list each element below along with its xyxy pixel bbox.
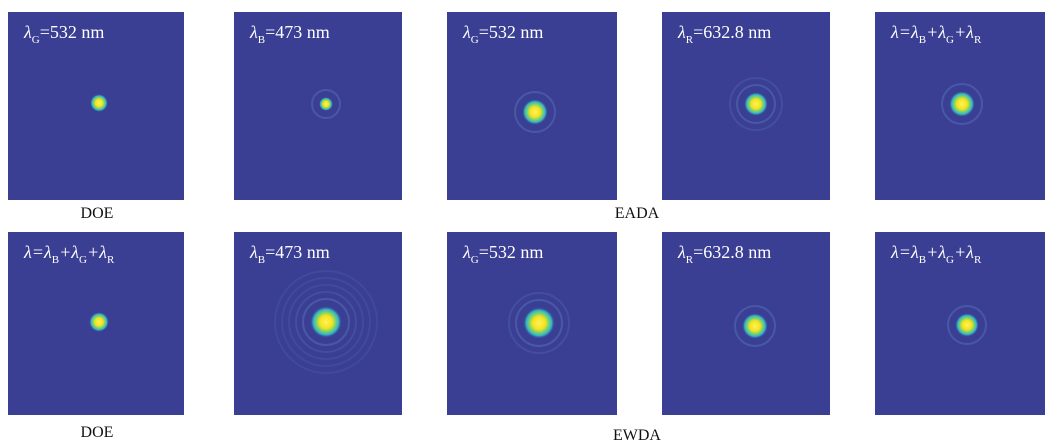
label-part: λ	[249, 242, 258, 262]
focal-spot	[90, 94, 108, 112]
focal-spot	[89, 312, 109, 332]
label-part: =532 nm	[479, 242, 544, 262]
caption: EWDA	[613, 427, 661, 443]
focal-spot	[742, 313, 768, 339]
label-part: R	[974, 34, 982, 46]
label-part: λ	[677, 242, 686, 262]
label-part: =532 nm	[479, 22, 544, 42]
figure: DOE EADA DOE EWDA λG=532 nmλB=473 nmλG=5…	[0, 0, 1052, 443]
label-part: λ	[23, 22, 32, 42]
label-part: B	[258, 34, 265, 46]
label-part: G	[471, 254, 479, 266]
panel: λR=632.8 nm	[662, 232, 830, 415]
panel: λG=532 nm	[8, 12, 184, 200]
panel: λB=473 nm	[234, 12, 402, 200]
focal-spot	[949, 91, 975, 117]
label-part: R	[974, 254, 982, 266]
label-part: +λ	[59, 242, 79, 262]
label-part: G	[946, 34, 954, 46]
label-part: R	[107, 254, 115, 266]
label-part: G	[32, 34, 40, 46]
label-part: +λ	[954, 22, 974, 42]
caption: EADA	[615, 205, 660, 222]
label-part: =473 nm	[265, 242, 330, 262]
label-part: +λ	[87, 242, 107, 262]
label-part: λ=λ	[890, 242, 919, 262]
label-part: B	[52, 254, 59, 266]
label-part: G	[79, 254, 87, 266]
label-part: =532 nm	[40, 22, 105, 42]
label-part: λ	[462, 242, 471, 262]
label-part: +λ	[926, 242, 946, 262]
panel: λ=λB+λG+λR	[875, 232, 1045, 415]
focal-spot	[319, 97, 333, 111]
label-part: +λ	[926, 22, 946, 42]
label-part: λ	[249, 22, 258, 42]
focal-spot	[744, 92, 768, 116]
label-part: B	[919, 254, 926, 266]
panel: λG=532 nm	[447, 12, 617, 200]
label-part: B	[919, 34, 926, 46]
label-part: λ	[462, 22, 471, 42]
focal-spot	[523, 307, 555, 339]
label-part: λ=λ	[23, 242, 52, 262]
label-part: G	[471, 34, 479, 46]
caption: DOE	[81, 205, 114, 222]
label-part: B	[258, 254, 265, 266]
label-part: =473 nm	[265, 22, 330, 42]
label-part: λ	[677, 22, 686, 42]
panel: λB=473 nm	[234, 232, 402, 415]
label-part: +λ	[954, 242, 974, 262]
focal-spot	[955, 313, 979, 337]
caption: DOE	[81, 424, 114, 441]
label-part: λ=λ	[890, 22, 919, 42]
label-part: =632.8 nm	[693, 22, 771, 42]
focal-spot	[522, 99, 548, 125]
focal-spot	[310, 306, 342, 338]
panel: λR=632.8 nm	[662, 12, 830, 200]
panel: λ=λB+λG+λR	[875, 12, 1045, 200]
label-part: G	[946, 254, 954, 266]
panel: λ=λB+λG+λR	[8, 232, 184, 415]
label-part: =632.8 nm	[693, 242, 771, 262]
panel: λG=532 nm	[447, 232, 617, 415]
